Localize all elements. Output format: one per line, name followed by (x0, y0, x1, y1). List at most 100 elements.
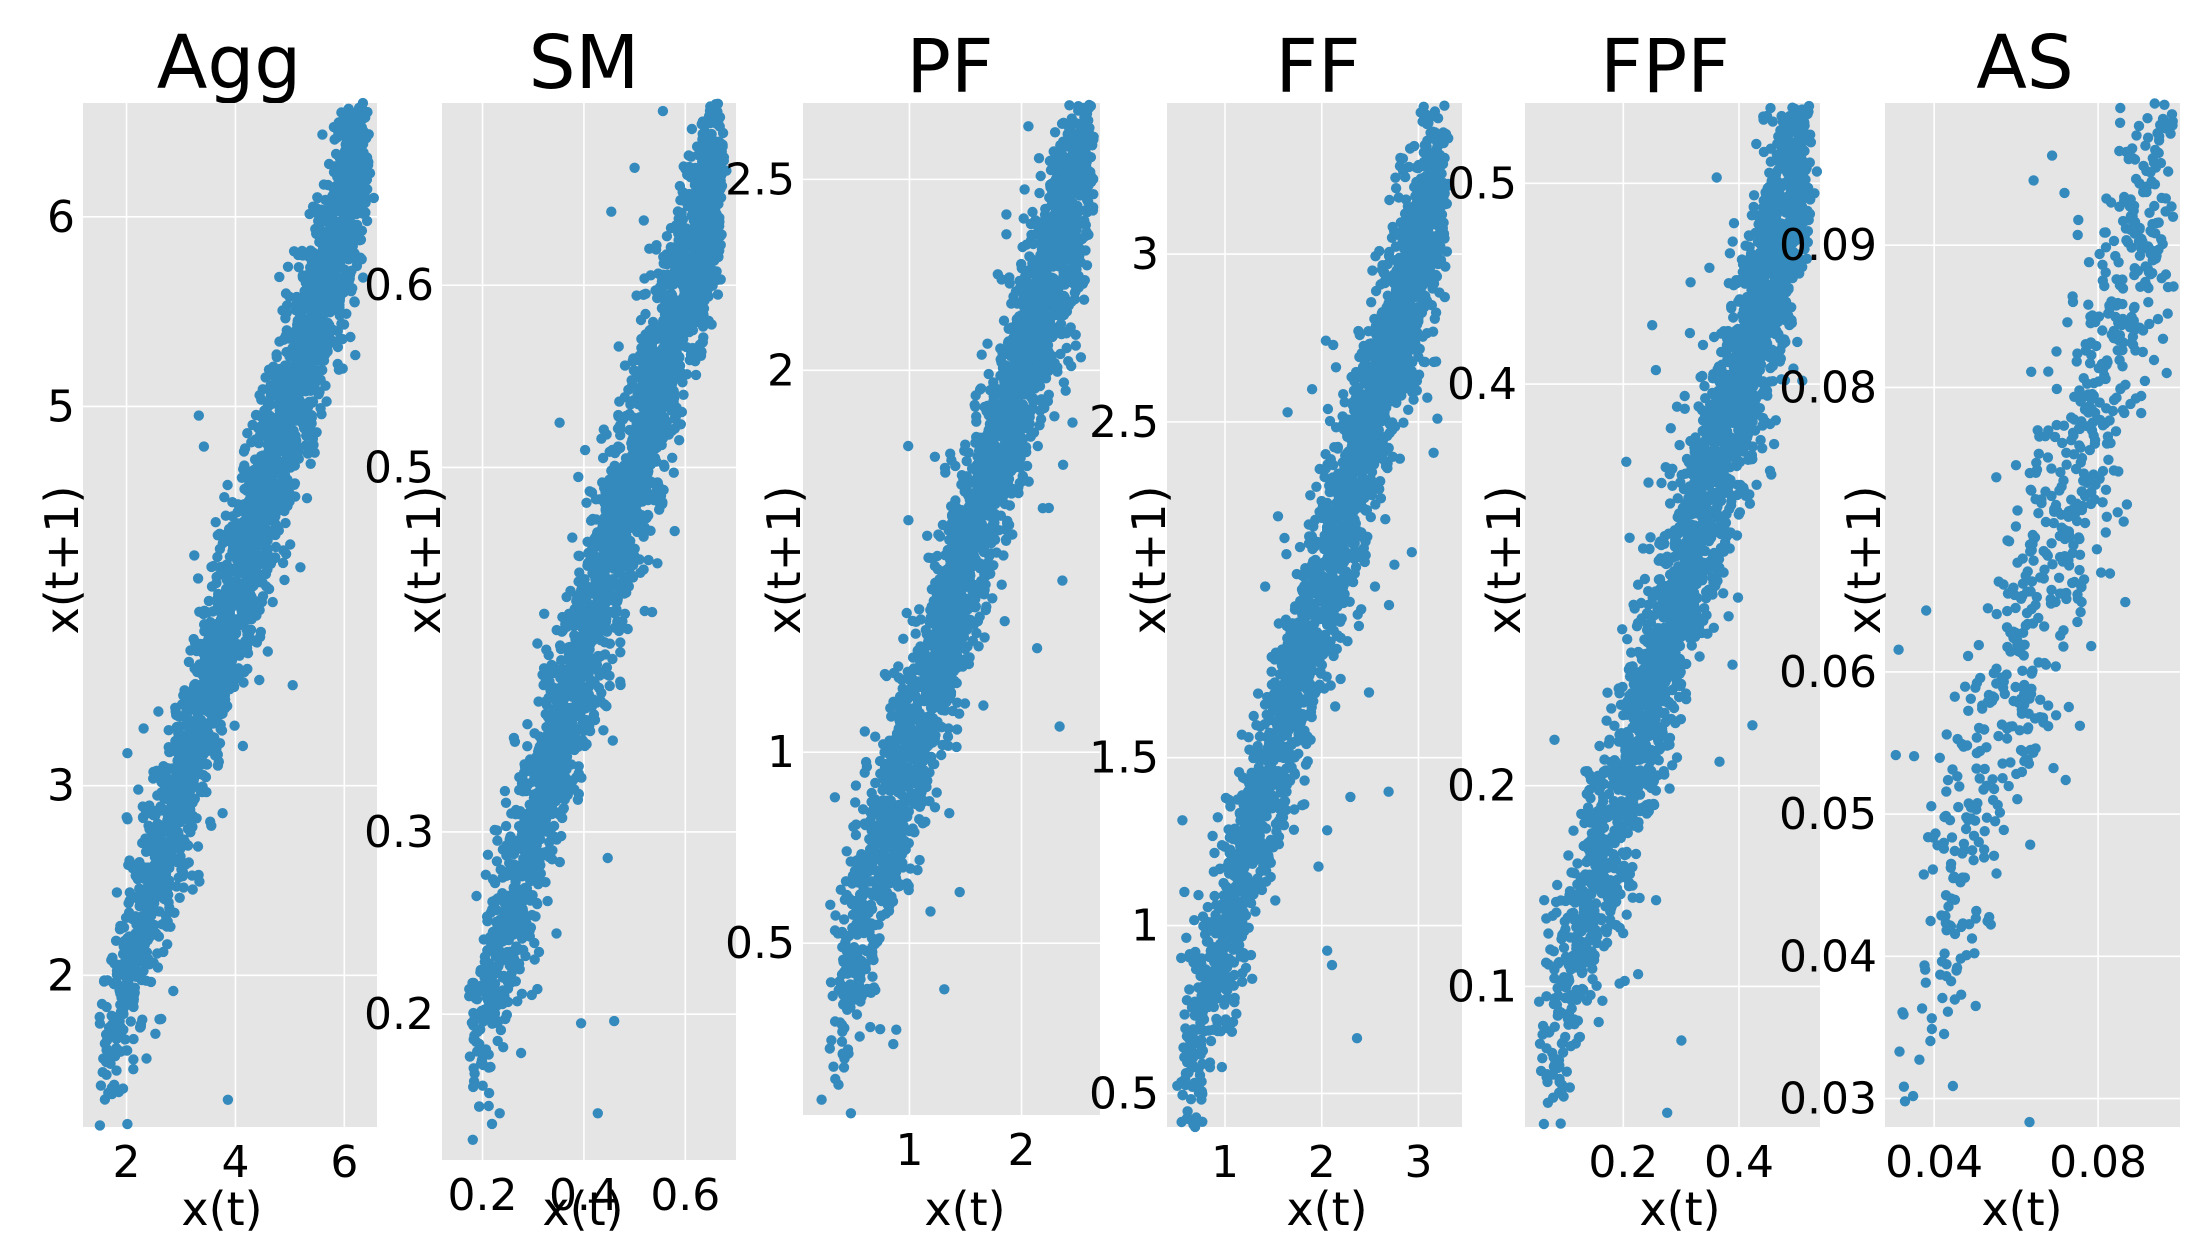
point-agg (128, 1064, 139, 1075)
point-agg (119, 945, 131, 956)
point-sm (505, 831, 516, 842)
point-agg (272, 391, 283, 402)
point-agg (341, 114, 352, 125)
point-agg (288, 246, 300, 257)
point-sm (497, 844, 509, 855)
point-agg (97, 1067, 108, 1078)
point-agg (302, 326, 314, 337)
point-sm (631, 290, 642, 301)
point-sm (638, 215, 649, 226)
point-sm (682, 201, 694, 212)
point-sm (550, 692, 562, 703)
point-agg (98, 1053, 109, 1064)
point-sm (531, 897, 542, 909)
point-sm (607, 735, 618, 746)
point-sm (609, 1015, 620, 1027)
point-sm (508, 841, 519, 853)
point-sm (526, 989, 537, 1001)
point-sm (694, 181, 706, 192)
point-agg (260, 372, 271, 383)
point-sm (569, 723, 580, 734)
point-sm (513, 944, 524, 955)
x-tick-label-sm-2: 0.6 (650, 1170, 720, 1221)
point-agg (249, 550, 261, 561)
point-sm (571, 595, 582, 607)
point-sm (557, 625, 569, 636)
y-axis-label-sm: x(t+1) (397, 486, 451, 635)
point-agg (122, 748, 133, 759)
point-sm (607, 653, 618, 665)
point-agg (211, 716, 222, 727)
point-agg (140, 922, 151, 934)
point-sm (659, 414, 670, 425)
point-sm (589, 714, 601, 726)
point-agg (280, 548, 292, 560)
point-agg (339, 162, 351, 173)
point-agg (336, 193, 348, 204)
point-sm (709, 204, 721, 215)
point-agg (288, 411, 299, 423)
point-agg (124, 895, 135, 906)
point-sm (615, 676, 626, 687)
point-sm (685, 310, 696, 322)
point-agg (109, 958, 120, 969)
point-agg (274, 271, 285, 283)
point-sm (554, 856, 565, 868)
point-agg (347, 145, 358, 156)
point-sm (562, 789, 573, 801)
point-sm (629, 162, 640, 173)
point-agg (274, 405, 285, 416)
point-sm (471, 890, 482, 902)
point-agg (143, 932, 154, 944)
point-sm (683, 150, 694, 161)
x-axis-label-sm: x(t) (542, 1182, 623, 1236)
point-agg (281, 346, 292, 358)
point-agg (189, 637, 201, 649)
point-sm (613, 625, 625, 637)
point-sm (489, 824, 500, 836)
point-sm (537, 799, 549, 810)
point-agg (178, 690, 189, 701)
point-sm (684, 188, 695, 200)
point-sm (534, 875, 545, 887)
point-agg (122, 814, 133, 825)
point-sm (612, 522, 624, 533)
point-agg (277, 557, 289, 569)
point-agg (156, 1013, 167, 1025)
point-agg (94, 1018, 106, 1029)
point-sm (613, 341, 624, 352)
point-sm (464, 983, 475, 995)
point-agg (163, 897, 174, 908)
point-sm (636, 412, 648, 424)
point-sm (589, 588, 600, 600)
point-sm (544, 851, 555, 863)
point-agg (254, 453, 266, 464)
point-agg (208, 560, 219, 572)
point-agg (267, 426, 279, 437)
point-agg (241, 471, 252, 482)
point-sm (661, 231, 673, 242)
point-agg (280, 517, 291, 529)
point-agg (142, 888, 153, 900)
point-agg (192, 841, 204, 852)
point-sm (674, 435, 685, 446)
point-agg (172, 826, 184, 838)
point-sm (591, 529, 602, 540)
point-agg (206, 820, 217, 831)
point-agg (356, 114, 367, 126)
point-agg (211, 707, 222, 718)
point-sm (585, 553, 596, 564)
point-agg (226, 523, 237, 534)
y-tick-label-agg-2: 5 (47, 381, 75, 432)
point-agg (322, 317, 334, 329)
point-agg (124, 887, 135, 898)
point-agg (271, 453, 282, 464)
point-sm (696, 239, 708, 250)
point-agg (251, 509, 263, 520)
point-agg (344, 246, 355, 258)
point-agg (192, 714, 203, 725)
point-agg (113, 1086, 125, 1098)
point-sm (703, 266, 715, 277)
point-sm (544, 676, 555, 687)
point-sm (691, 251, 702, 262)
